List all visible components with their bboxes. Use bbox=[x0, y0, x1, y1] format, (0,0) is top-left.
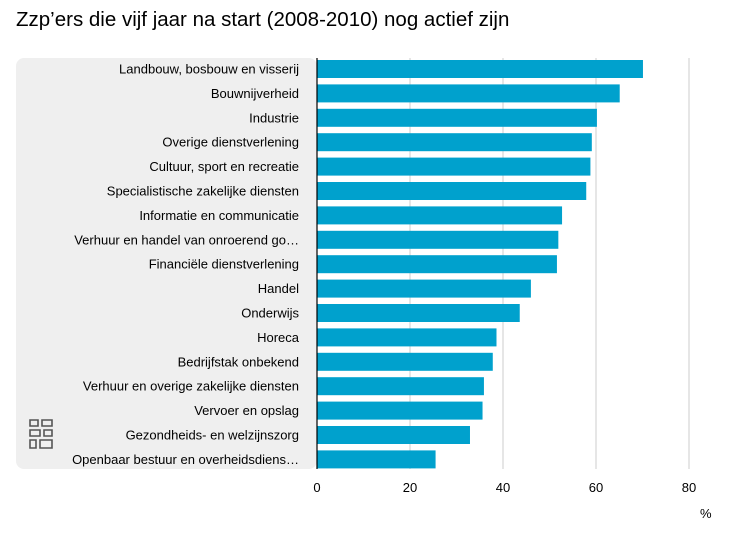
x-tick-label: 80 bbox=[682, 480, 696, 495]
bar bbox=[317, 304, 520, 322]
category-label: Gezondheids- en welzijnszorg bbox=[126, 428, 299, 443]
category-label: Handel bbox=[258, 281, 299, 296]
category-label: Specialistische zakelijke diensten bbox=[107, 184, 299, 199]
bar bbox=[317, 279, 531, 298]
category-label: Verhuur en overige zakelijke diensten bbox=[83, 379, 299, 394]
bar bbox=[317, 157, 591, 176]
category-label: Horeca bbox=[257, 330, 300, 345]
category-label: Bedrijfstak onbekend bbox=[178, 354, 299, 369]
bar bbox=[317, 401, 483, 420]
bar bbox=[317, 328, 497, 347]
bar bbox=[317, 60, 643, 78]
chart-title: Zzp’ers die vijf jaar na start (2008-201… bbox=[16, 8, 510, 31]
bar bbox=[317, 84, 620, 103]
category-label: Landbouw, bosbouw en visserij bbox=[119, 62, 299, 77]
category-label: Onderwijs bbox=[241, 306, 299, 321]
category-label: Industrie bbox=[249, 110, 299, 125]
label-panel bbox=[16, 58, 317, 469]
category-label: Overige dienstverlening bbox=[162, 135, 299, 150]
category-label: Informatie en communicatie bbox=[139, 208, 299, 223]
category-label: Vervoer en opslag bbox=[194, 403, 299, 418]
x-tick-label: 40 bbox=[496, 480, 510, 495]
bar bbox=[317, 352, 493, 371]
bar bbox=[317, 450, 436, 469]
bar bbox=[317, 182, 587, 200]
bar bbox=[317, 377, 484, 396]
bar bbox=[317, 230, 559, 249]
x-tick-label: 60 bbox=[589, 480, 603, 495]
x-tick-label: 0 bbox=[313, 480, 320, 495]
bar bbox=[317, 206, 563, 225]
category-label: Bouwnijverheid bbox=[211, 86, 299, 101]
x-tick-label: 20 bbox=[403, 480, 417, 495]
category-label: Financiële dienstverlening bbox=[149, 257, 299, 272]
category-label: Cultuur, sport en recreatie bbox=[149, 159, 299, 174]
bar bbox=[317, 426, 470, 444]
bar bbox=[317, 255, 557, 274]
category-labels: Landbouw, bosbouw en visserij Bouwnijverh… bbox=[72, 62, 300, 467]
x-axis-unit: % bbox=[700, 506, 712, 521]
bar bbox=[317, 133, 592, 152]
category-label: Verhuur en handel van onroerend go… bbox=[74, 232, 299, 247]
category-label: Openbaar bestuur en overheidsdiens… bbox=[72, 452, 299, 467]
bar bbox=[317, 108, 597, 127]
x-tick-labels: 0 20 40 60 80 bbox=[313, 480, 696, 495]
cbs-logo-icon bbox=[29, 419, 53, 449]
bars bbox=[317, 60, 643, 469]
